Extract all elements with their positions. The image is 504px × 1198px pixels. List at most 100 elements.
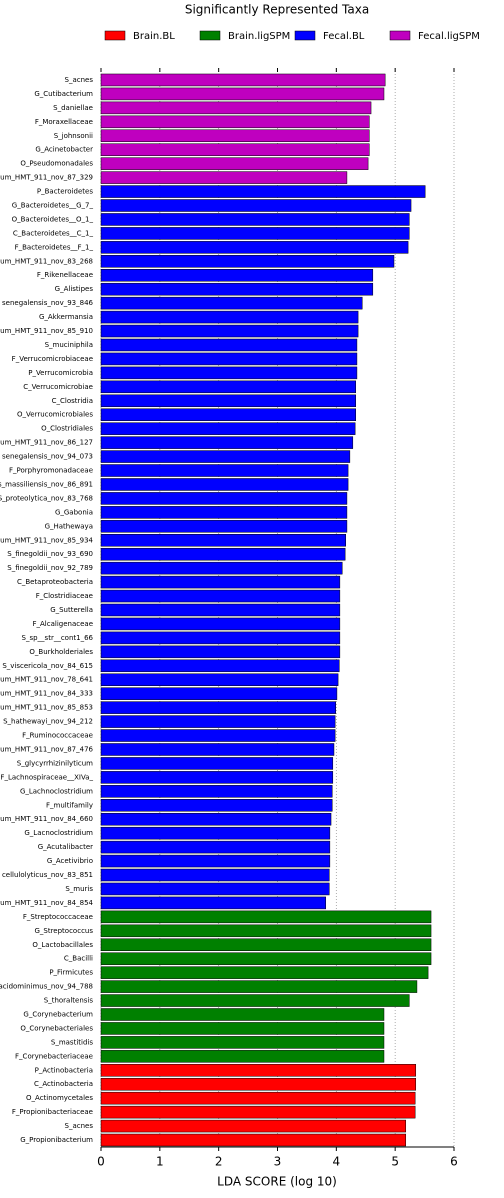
bar [100, 255, 395, 268]
y-tick-label: G_Lachnoclostridium [20, 787, 93, 795]
bar [100, 924, 432, 938]
bar [100, 394, 356, 408]
y-tick-label: O_Bacteroidetes__O_1_ [12, 215, 94, 223]
y-tick-label: S_daniellae [53, 104, 93, 112]
bar [100, 589, 341, 603]
y-tick-label: C_Bacteroidetes__C_1_ [13, 229, 94, 237]
bar [100, 575, 341, 589]
y-tick-label: S_muris [65, 885, 93, 893]
y-tick-label: F_Corynebacteriaceae [15, 1052, 93, 1060]
bar [100, 338, 358, 352]
bar [100, 1105, 416, 1119]
y-tick-label: G_Streptococcus [34, 927, 93, 935]
y-tick-label: G_Sutterella [50, 606, 93, 614]
bar [100, 910, 432, 924]
y-tick-label: um_HMT_911_nov_78_641 [0, 676, 93, 684]
bar [100, 366, 358, 380]
bar [100, 115, 370, 129]
bar [100, 296, 363, 310]
y-tick-label: G_Gabonia [55, 508, 93, 516]
y-tick-label: um_HMT_911_nov_85_910 [0, 327, 93, 335]
y-tick-label: S_johnsonii [54, 132, 93, 140]
bar [100, 826, 331, 840]
y-tick-label: O_Corynebacteriales [20, 1024, 93, 1032]
bar [100, 757, 334, 770]
y-tick-label: um_HMT_911_nov_87_329 [0, 174, 93, 182]
legend-label: Fecal.BL [323, 31, 365, 42]
bar [100, 1036, 385, 1049]
y-tick-label: G_Propionibacterium [20, 1136, 93, 1144]
bar [100, 282, 374, 296]
bar [100, 854, 331, 868]
y-tick-label: C_Verrucomicrobiae [23, 383, 93, 391]
bar [100, 268, 374, 282]
legend-swatch [389, 30, 411, 41]
bar [100, 1064, 417, 1077]
bar [100, 952, 432, 965]
y-tick-label: F_Clostridiaceae [36, 592, 93, 600]
y-tick-label: G_Hathewaya [45, 522, 93, 530]
y-tick-label: um_HMT_911_nov_87_476 [0, 745, 93, 753]
bar [100, 743, 335, 756]
y-tick-label: S_proteolytica_nov_83_768 [0, 494, 93, 502]
bar [100, 324, 359, 338]
bar [100, 617, 341, 631]
legend-label: Brain.ligSPM [228, 31, 290, 42]
y-tick-label: P_Verrucomicrobia [28, 369, 93, 377]
bar [100, 1133, 407, 1147]
bar [100, 868, 330, 882]
y-tick-label: O_Clostridiales [41, 425, 93, 433]
y-tick-label: acidominimus_nov_94_788 [0, 983, 93, 991]
y-tick-label: S_finegoldii_nov_93_690 [7, 550, 93, 558]
y-tick-label: S_mastitidis [51, 1038, 93, 1046]
bar [100, 1091, 416, 1105]
x-tick-label: 1 [156, 1155, 164, 1169]
y-tick-label: F_Rikenellaceae [37, 271, 93, 279]
bar [100, 436, 354, 449]
bar [100, 1022, 385, 1035]
bar [100, 896, 326, 910]
bar [100, 199, 412, 212]
y-tick-label: F_Streptococcaceae [23, 913, 93, 921]
y-tick-label: um_HMT_911_nov_84_333 [0, 690, 93, 698]
y-tick-label: um_HMT_911_nov_85_934 [0, 536, 93, 544]
bar [100, 450, 351, 463]
bar [100, 506, 348, 519]
bar [100, 87, 385, 101]
bar [100, 492, 348, 505]
y-tick-label: O_Pseudomonadales [20, 160, 93, 168]
y-tick-label: F_Moraxellaceae [35, 118, 93, 126]
bar [100, 771, 334, 784]
x-tick-label: 5 [391, 1155, 399, 1169]
bar [100, 938, 432, 952]
legend-label: Brain.BL [133, 31, 175, 42]
y-tick-label: F_Porphyromonadaceae [9, 467, 93, 475]
y-tick-label: P_Bacteroidetes [37, 188, 93, 196]
x-tick-label: 3 [274, 1155, 282, 1169]
legend-swatch [294, 30, 316, 41]
y-tick-label: um_HMT_911_nov_84_854 [0, 899, 93, 907]
y-tick-label: S_thoraltensis [44, 997, 94, 1005]
legend-label: Fecal.ligSPM [418, 31, 480, 42]
y-tick-label: P_Actinobacteria [35, 1066, 93, 1074]
y-tick-label: C_Clostridia [52, 397, 93, 405]
bar [100, 631, 341, 645]
bar [100, 561, 343, 575]
y-tick-label: F_Propionibacteriaceae [12, 1108, 93, 1116]
bar [100, 994, 410, 1007]
y-tick-label: F_Lachnospiraceae__XIVa_ [0, 773, 93, 781]
y-tick-label: S_muciniphila [45, 341, 93, 349]
bar [100, 157, 369, 170]
bar [100, 143, 370, 156]
y-tick-label: C_Bacilli [64, 955, 93, 963]
bar [100, 227, 410, 240]
bar [100, 171, 348, 184]
y-tick-label: P_Firmicutes [49, 969, 93, 977]
y-tick-label: F_Bacteroidetes__F_1_ [15, 243, 94, 251]
y-tick-label: s_massiliensis_nov_86_891 [0, 480, 93, 488]
x-tick-label: 6 [450, 1155, 458, 1169]
y-tick-label: G_Acinetobacter [35, 146, 93, 154]
y-tick-label: O_Burkholderiales [29, 648, 93, 656]
bar [100, 799, 333, 812]
bar [100, 478, 349, 491]
